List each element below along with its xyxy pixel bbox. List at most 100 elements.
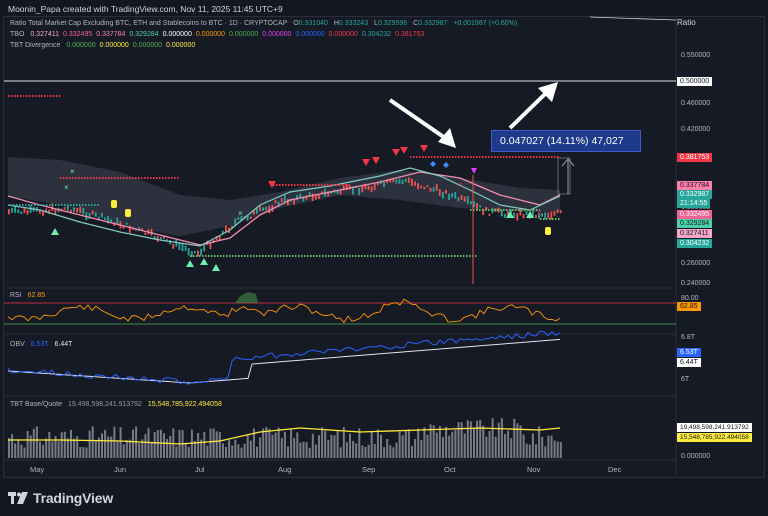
volume-bar (76, 436, 79, 458)
candle (544, 212, 547, 220)
volume-bar (259, 437, 262, 458)
volume-bar (197, 432, 200, 458)
candle (45, 208, 47, 213)
candle (194, 250, 196, 254)
tbo-value-8: 0.000000 (295, 31, 325, 38)
candle (104, 217, 106, 220)
candle (370, 186, 373, 193)
candle (417, 183, 419, 190)
tbt-bq-legend[interactable]: TBT Base/Quote 19,498,598,241.913792 15,… (10, 401, 222, 408)
low-label: L (374, 20, 378, 27)
sell-triangle-icon (392, 149, 400, 156)
diamond-marker-icon (430, 161, 436, 167)
volume-bar (327, 440, 330, 458)
candle (395, 179, 398, 184)
candle (398, 178, 401, 184)
candle (376, 182, 379, 186)
volume-bar (308, 447, 311, 458)
candle (435, 184, 438, 191)
price-scale-name[interactable]: Ratio (677, 18, 696, 27)
candle (513, 212, 516, 219)
obv-legend[interactable]: OBV 6.53T 6.44T (10, 341, 72, 348)
volume-bar (32, 428, 35, 458)
volume-bar (70, 429, 72, 458)
volume-bar (113, 426, 116, 458)
price-tag: 0.337784 (677, 181, 713, 190)
brand[interactable]: TradingView (8, 490, 113, 506)
candle (345, 184, 348, 191)
candle (386, 179, 388, 184)
volume-bar (302, 441, 305, 458)
volume-bar (404, 431, 407, 458)
candle (457, 197, 460, 202)
price-tick-label: 0.550000 (681, 52, 711, 59)
volume-bar (141, 439, 144, 458)
cross-marker-icon: × (537, 209, 542, 218)
candle (122, 225, 125, 229)
candle (516, 213, 519, 221)
tbo-value-5: 0.000000 (195, 31, 226, 38)
candle (256, 207, 258, 214)
volume-bar (11, 434, 14, 458)
volume-bar (200, 439, 203, 458)
chart-frame (3, 16, 765, 478)
change-value: +0.001987 (+0.60%) (453, 20, 518, 27)
level-500-tag: 0.500000 (677, 77, 713, 86)
measure-arrow-icon (561, 158, 575, 167)
candle (482, 209, 485, 216)
sell-triangle-icon (362, 159, 370, 166)
date-label: Nov (527, 465, 541, 474)
volume-bar (246, 434, 249, 458)
volume-bar (364, 446, 367, 458)
candle (70, 209, 72, 214)
candle (107, 216, 109, 224)
tbo-value-6: 0.000000 (229, 31, 259, 38)
alert-flag-icon (545, 227, 551, 235)
volume-bar (429, 424, 432, 458)
volume-bar (237, 444, 240, 458)
price-tag: 21:14:55 (677, 199, 711, 208)
volume-bar (451, 431, 454, 458)
tbo-legend[interactable]: TBO 0.327411 0.332495 0.337784 0.329284 0.00… (10, 31, 424, 38)
volume-bar (438, 426, 441, 458)
candle (153, 235, 156, 240)
volume-bar (333, 435, 336, 458)
candle (178, 242, 181, 251)
volume-bar (305, 442, 308, 458)
candle (553, 211, 556, 216)
volume-bar (20, 444, 23, 458)
volume-bar (460, 422, 463, 458)
volume-bar (262, 428, 265, 458)
candle (172, 243, 175, 249)
volume-bar (256, 446, 258, 458)
candle (339, 189, 342, 195)
candle (110, 219, 113, 223)
tbt-div-value-0: 0.000000 (66, 42, 96, 49)
cross-marker-icon: × (458, 180, 463, 189)
volume-bar (175, 446, 178, 458)
volume-bar (358, 428, 361, 458)
tbt-divergence-legend[interactable]: TBT Divergence 0.000000 0.000000 0.000000 0… (10, 42, 195, 49)
candle (559, 210, 562, 214)
candle (519, 209, 522, 216)
target-arrow (508, 92, 547, 130)
date-label: Jun (114, 465, 127, 474)
volume-bar (522, 434, 525, 458)
volume-bar (94, 441, 97, 458)
volume-bar (504, 433, 506, 458)
candle (308, 192, 311, 197)
candle (445, 189, 447, 194)
volume-bar (367, 444, 370, 458)
volume-bar (500, 418, 503, 458)
volume-bar (104, 429, 107, 458)
rsi-legend[interactable]: RSI 62.85 (10, 292, 45, 299)
volume-bar (225, 446, 227, 458)
volume-bar (42, 444, 45, 458)
volume-bar (88, 430, 91, 458)
volume-bar (156, 429, 159, 458)
price-tick-label: 0.240000 (681, 280, 711, 287)
volume-bar (519, 425, 522, 458)
volume-bar (125, 440, 128, 458)
price-tag: 0.332495 (677, 210, 713, 219)
